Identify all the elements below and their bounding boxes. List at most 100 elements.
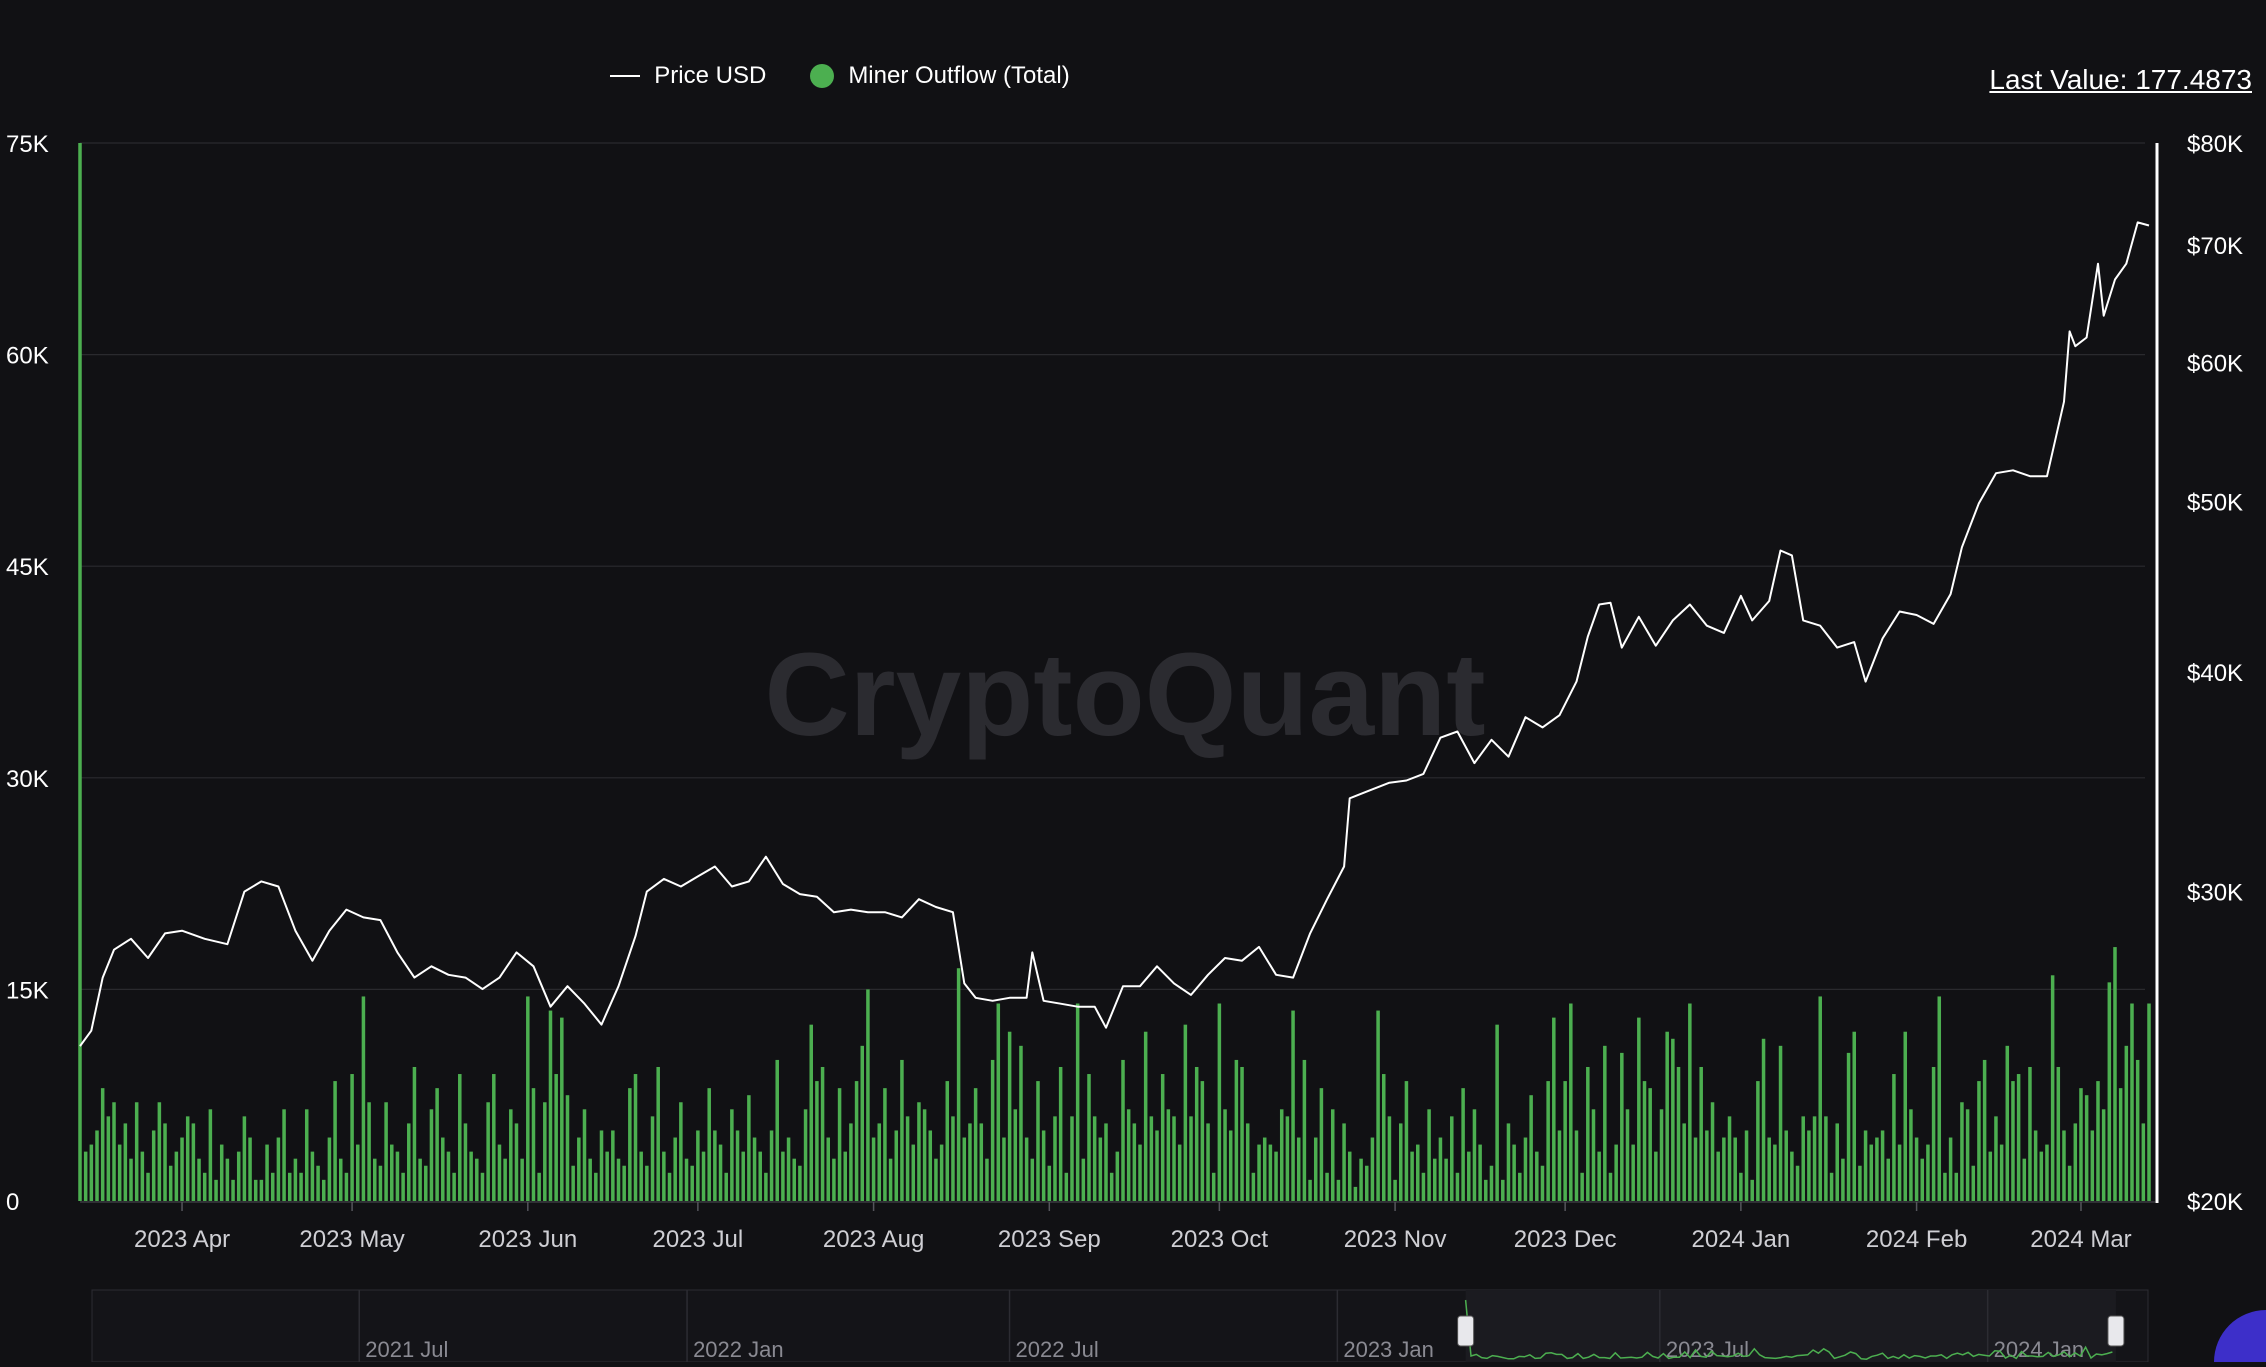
bar [1177, 1144, 1182, 1201]
bar [2107, 982, 2112, 1201]
y-left-tick-label: 45K [6, 554, 49, 581]
bar [1773, 1144, 1777, 1201]
bar [1654, 1151, 1658, 1201]
bar [1863, 1130, 1868, 1201]
bar [1886, 1158, 1891, 1201]
bar [854, 1081, 859, 1201]
bar [1387, 1116, 1392, 1201]
bar [1053, 1116, 1057, 1201]
bar [287, 1172, 292, 1201]
bar [1790, 1151, 1794, 1201]
bar [951, 1116, 955, 1201]
bar [1699, 1066, 1703, 1201]
bar [361, 996, 366, 1201]
bar [1223, 1109, 1227, 1201]
bar [202, 1172, 207, 1201]
bar [299, 1172, 303, 1201]
bar [236, 1151, 241, 1201]
bar [922, 1109, 927, 1201]
bar [588, 1158, 592, 1201]
bar [509, 1109, 513, 1201]
chat-bubble-icon[interactable] [2214, 1310, 2266, 1367]
bar [1880, 1130, 1885, 1201]
bar [1364, 1165, 1369, 1201]
x-tick-label: 2023 Aug [823, 1226, 924, 1253]
bar [168, 1165, 173, 1201]
navigator-tick-label: 2021 Jul [365, 1337, 448, 1362]
bar [1875, 1137, 1879, 1201]
bar [293, 1158, 298, 1201]
bar [1393, 1179, 1397, 1201]
bar [486, 1102, 490, 1201]
bar [1705, 1130, 1709, 1201]
bar [1087, 1074, 1091, 1201]
bar [1637, 1017, 1641, 1201]
bar [1308, 1179, 1312, 1201]
bar [650, 1116, 655, 1201]
y-right-tick-label: $80K [2187, 131, 2243, 158]
watermark: CryptoQuant [764, 629, 1485, 761]
bar [458, 1074, 462, 1201]
bar [1818, 996, 1822, 1201]
bar [1472, 1109, 1477, 1201]
bar [1183, 1024, 1188, 1201]
bar [1461, 1088, 1465, 1201]
bar [1399, 1123, 1403, 1201]
bar [781, 1151, 785, 1201]
bar [1484, 1179, 1488, 1201]
bar [367, 1102, 371, 1201]
navigator-right-handle[interactable] [2107, 1315, 2125, 1347]
bar [407, 1123, 411, 1201]
bar [1620, 1052, 1624, 1201]
bar [429, 1109, 434, 1201]
bar [803, 1109, 808, 1201]
bar [577, 1137, 581, 1201]
bar [441, 1137, 445, 1201]
bar [1211, 1172, 1216, 1201]
bar [820, 1066, 825, 1201]
bar [350, 1074, 354, 1201]
legend-label-miner-outflow: Miner Outflow (Total) [848, 62, 1070, 89]
legend-item-miner-outflow[interactable]: Miner Outflow (Total) [810, 62, 1070, 90]
bar [151, 1130, 156, 1201]
bar [1041, 1130, 1046, 1201]
bar [639, 1151, 643, 1201]
legend-item-price[interactable]: Price USD [610, 62, 766, 90]
navigator-left-handle[interactable] [1457, 1315, 1475, 1347]
bar [1744, 1130, 1749, 1201]
bar [713, 1130, 717, 1201]
bar [1370, 1137, 1375, 1201]
bar [1665, 1031, 1669, 1201]
bar [548, 1010, 553, 1201]
bar [1115, 1151, 1120, 1201]
bar [594, 1172, 598, 1201]
bar [333, 1081, 337, 1201]
last-value-readout[interactable]: Last Value: 177.4873 [1989, 64, 2252, 95]
bar [798, 1165, 802, 1201]
bar [1036, 1081, 1040, 1201]
bar [344, 1172, 349, 1201]
bar [1869, 1144, 1874, 1201]
bar [616, 1158, 621, 1201]
bar [2135, 1059, 2140, 1201]
x-tick-label: 2023 May [299, 1226, 404, 1253]
bar [1030, 1158, 1035, 1201]
bar [962, 1137, 967, 1201]
navigator-tick-label: 2022 Jul [1016, 1337, 1099, 1362]
bar [1058, 1066, 1063, 1201]
y-left-tick-label: 60K [6, 343, 49, 370]
bar [146, 1172, 150, 1201]
bar [826, 1137, 830, 1201]
y-left-tick-label: 0 [6, 1189, 19, 1216]
bar [667, 1172, 672, 1201]
bar [571, 1165, 575, 1201]
bar [1824, 1116, 1828, 1201]
bar [100, 1088, 105, 1201]
bar [214, 1179, 218, 1201]
bar [1631, 1144, 1635, 1201]
bar [1257, 1144, 1261, 1201]
bar [1518, 1172, 1522, 1201]
bar [645, 1165, 649, 1201]
bar [1433, 1158, 1437, 1201]
bar [1024, 1137, 1029, 1201]
